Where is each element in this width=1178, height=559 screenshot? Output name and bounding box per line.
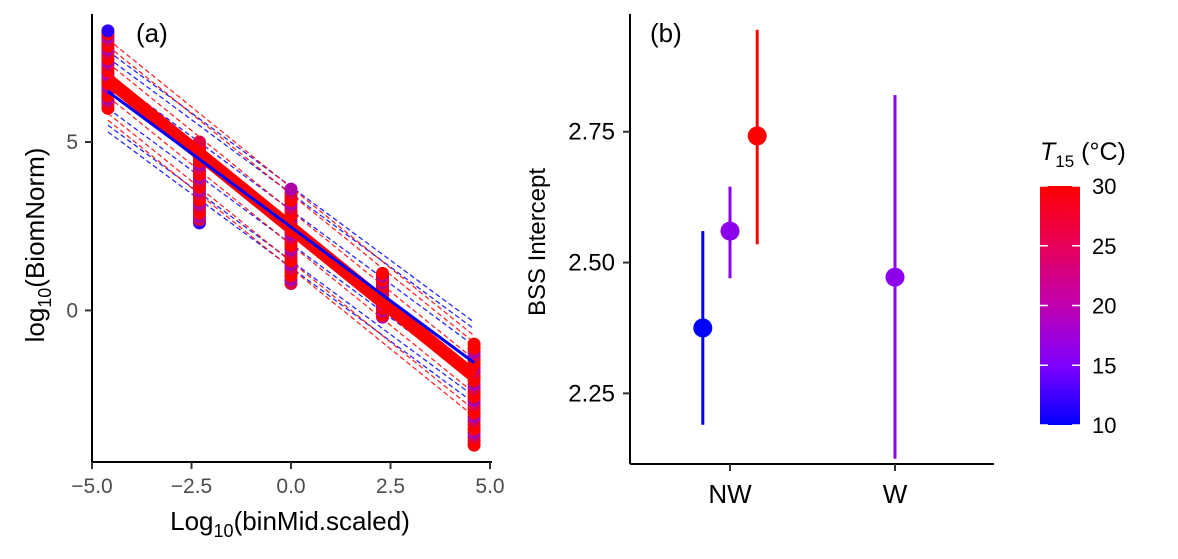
panel-a-fit-lines: [103, 74, 479, 382]
panel-b-label: (b): [650, 18, 682, 48]
panel-b-y-tick-label: 2.25: [568, 380, 615, 407]
panel-a-x-axis-title: Log10(binMid.scaled): [170, 506, 410, 541]
panel-a-x-tick-label: 0.0: [276, 475, 305, 498]
panel-a-point: [376, 266, 390, 280]
legend-title: T15 (°C): [1040, 138, 1126, 171]
panel-b-y-axis-title: BSS Intercept: [524, 168, 551, 316]
panel-b-y-tick-label: 2.50: [568, 250, 615, 277]
panel-a-points: [101, 24, 481, 452]
panel-a-y-tick-label: 5: [66, 131, 78, 154]
panel-a-x-tick-label: 2.5: [376, 475, 405, 498]
panel-a-x-tick-label: −5.0: [71, 475, 112, 498]
panel-b-x-tick-label: W: [883, 479, 908, 509]
panel-b-point: [720, 221, 740, 241]
panel-a-y-axis-title: log10(BiomNorm): [20, 148, 55, 343]
panel-a-x-ticks: −5.0 −2.5 0.0 2.5 5.0: [71, 462, 505, 498]
panel-a-x-tick-label: 5.0: [475, 475, 504, 498]
panel-a-point: [467, 337, 481, 351]
color-legend: T15 (°C) 10 15 20 25 30: [1040, 138, 1126, 438]
legend-tick-label: 10: [1092, 413, 1116, 438]
panel-b-point: [885, 267, 905, 287]
panel-b-point: [693, 318, 713, 338]
panel-b-x-ticks: NW W: [708, 464, 908, 509]
panel-b-pointranges: [693, 29, 905, 459]
panel-a: −5.0 −2.5 0.0 2.5 5.0 05 (a) Log10(binMid.sc…: [20, 14, 505, 541]
panel-b-y-tick-label: 2.75: [568, 119, 615, 146]
panel-b: NW W 2.25 2.50 2.75 (b) BSS Intercept: [524, 14, 994, 509]
panel-a-point: [101, 24, 115, 38]
legend-tick-label: 20: [1092, 294, 1116, 319]
legend-ticks: 10 15 20 25 30: [1040, 174, 1116, 438]
legend-tick-label: 15: [1092, 353, 1116, 378]
panel-a-fit-line-cool: [107, 90, 475, 364]
panel-a-point: [284, 182, 298, 196]
panel-a-y-tick-label: 0: [66, 299, 78, 322]
panel-b-point: [747, 126, 767, 146]
panel-a-x-tick-label: −2.5: [171, 475, 212, 498]
panel-a-label: (a): [136, 18, 168, 48]
panel-b-x-tick-label: NW: [708, 479, 752, 509]
panel-a-y-ticks: 05: [66, 131, 92, 322]
legend-tick-label: 25: [1092, 234, 1116, 259]
legend-tick-label: 30: [1092, 174, 1116, 199]
panel-b-y-ticks: 2.25 2.50 2.75: [568, 119, 630, 407]
